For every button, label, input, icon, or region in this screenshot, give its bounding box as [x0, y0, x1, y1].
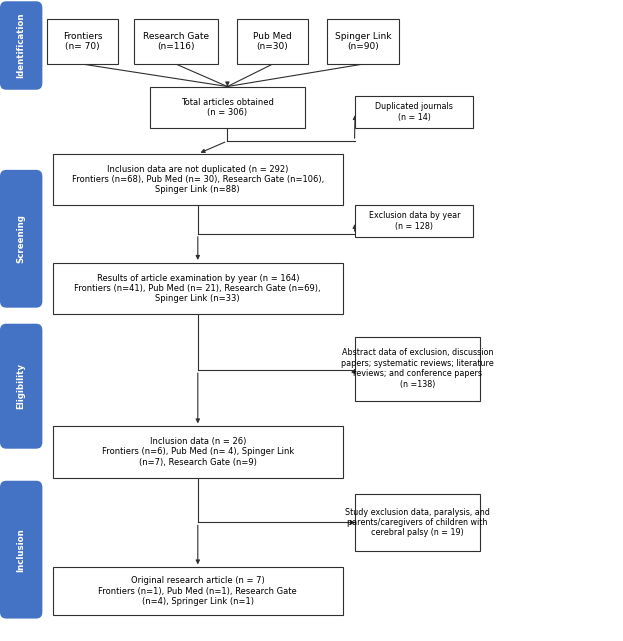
FancyBboxPatch shape: [327, 19, 399, 64]
Text: Eligibility: Eligibility: [17, 363, 26, 409]
Text: Original research article (n = 7)
Frontiers (n=1), Pub Med (n=1), Research Gate
: Original research article (n = 7) Fronti…: [98, 576, 297, 606]
FancyBboxPatch shape: [53, 426, 343, 478]
FancyBboxPatch shape: [150, 87, 305, 128]
FancyBboxPatch shape: [355, 337, 480, 401]
Text: Abstract data of exclusion, discussion
papers; systematic reviews; literature
re: Abstract data of exclusion, discussion p…: [341, 349, 494, 388]
Text: Inclusion data are not duplicated (n = 292)
Frontiers (n=68), Pub Med (n= 30), R: Inclusion data are not duplicated (n = 2…: [72, 165, 324, 194]
FancyBboxPatch shape: [0, 1, 42, 90]
FancyBboxPatch shape: [237, 19, 308, 64]
Text: Screening: Screening: [17, 214, 26, 263]
FancyBboxPatch shape: [355, 205, 473, 237]
Text: Spinger Link
(n=90): Spinger Link (n=90): [335, 32, 391, 51]
Text: Pub Med
(n=30): Pub Med (n=30): [253, 32, 292, 51]
FancyBboxPatch shape: [134, 19, 218, 64]
FancyBboxPatch shape: [0, 481, 42, 619]
FancyBboxPatch shape: [53, 154, 343, 205]
Text: Duplicated journals
(n = 14): Duplicated journals (n = 14): [375, 103, 453, 122]
Text: Inclusion data (n = 26)
Frontiers (n=6), Pub Med (n= 4), Spinger Link
(n=7), Res: Inclusion data (n = 26) Frontiers (n=6),…: [102, 437, 294, 467]
Text: Frontiers
(n= 70): Frontiers (n= 70): [63, 32, 102, 51]
FancyBboxPatch shape: [0, 324, 42, 449]
Text: Inclusion: Inclusion: [17, 528, 26, 572]
Text: Results of article examination by year (n = 164)
Frontiers (n=41), Pub Med (n= 2: Results of article examination by year (…: [75, 274, 321, 303]
FancyBboxPatch shape: [53, 263, 343, 314]
FancyBboxPatch shape: [53, 567, 343, 615]
FancyBboxPatch shape: [355, 494, 480, 551]
Text: Research Gate
(n=116): Research Gate (n=116): [143, 32, 209, 51]
FancyBboxPatch shape: [47, 19, 118, 64]
Text: Study exclusion data, paralysis, and
parents/caregivers of children with
cerebra: Study exclusion data, paralysis, and par…: [345, 508, 490, 537]
FancyBboxPatch shape: [355, 96, 473, 128]
Text: Total articles obtained
(n = 306): Total articles obtained (n = 306): [181, 97, 274, 117]
Text: Exclusion data by year
(n = 128): Exclusion data by year (n = 128): [369, 212, 460, 231]
Text: Identification: Identification: [17, 13, 26, 78]
FancyBboxPatch shape: [0, 170, 42, 308]
